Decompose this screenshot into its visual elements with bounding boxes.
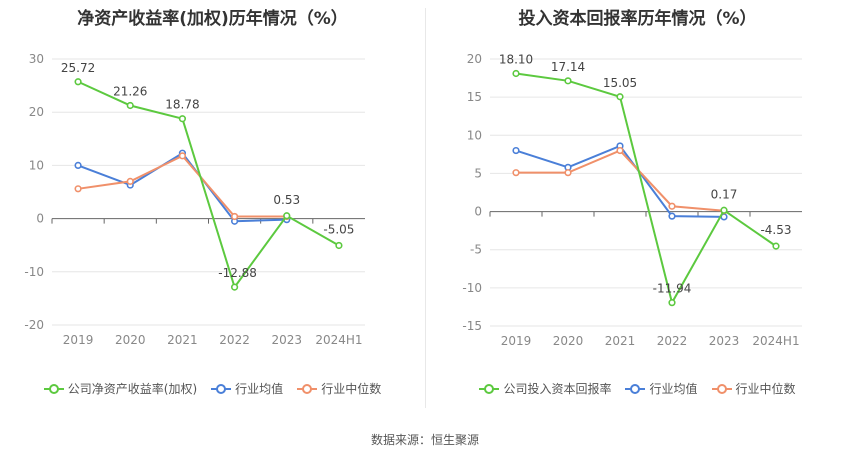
data-label: -5.05 — [323, 222, 354, 236]
x-tick-label: 2019 — [63, 333, 94, 347]
data-label: 15.05 — [603, 76, 637, 90]
roic-chart-panel: 投入资本回报率历年情况（%） -15 -10 -5 0 5 10 15 20 2019 2020 2… — [425, 0, 850, 420]
x-tick-label: 2020 — [553, 334, 584, 348]
data-point — [564, 169, 572, 177]
data-point — [616, 146, 624, 155]
data-point — [512, 146, 520, 155]
series-line — [515, 72, 777, 306]
legend-swatch-icon — [625, 383, 646, 395]
data-source-label: 数据来源：恒生聚源 — [370, 433, 479, 447]
y-tick-label: 20 — [467, 52, 482, 66]
series-1 — [512, 142, 728, 221]
legend-label: 公司投入资本回报率 — [503, 382, 612, 396]
data-label: -4.53 — [760, 223, 791, 237]
x-tick-label: 2022 — [219, 333, 250, 347]
y-tick-label: -10 — [24, 265, 44, 279]
x-tick-label: 2023 — [709, 334, 740, 348]
data-point — [126, 177, 134, 185]
y-tick-label: -10 — [462, 281, 482, 295]
series-line — [77, 80, 340, 290]
x-tick-label: 2024H1 — [315, 333, 362, 347]
y-tick-label: -5 — [470, 243, 482, 257]
series-2 — [512, 146, 728, 215]
data-point — [335, 241, 343, 250]
series-line — [77, 151, 287, 223]
data-label: 17.14 — [551, 60, 585, 74]
series-0: 25.72 21.26 18.78 -12.88 0.53 -5.05 — [61, 61, 354, 291]
legend-swatch-icon — [711, 383, 732, 395]
x-tick-label: 2020 — [115, 333, 146, 347]
data-label: 0.53 — [273, 193, 300, 207]
roe-chart-title: 净资产收益率(加权)历年情况（%） — [77, 9, 348, 29]
data-point — [230, 283, 239, 291]
data-point — [564, 77, 572, 85]
legend-swatch-icon — [297, 383, 318, 395]
data-label: -12.88 — [218, 266, 257, 280]
data-label: 21.26 — [113, 84, 147, 98]
legend-label: 行业中位数 — [321, 382, 382, 396]
x-tick-label: 2022 — [657, 334, 688, 348]
data-point — [720, 206, 728, 214]
series-2 — [74, 152, 291, 221]
x-tick-label: 2024H1 — [752, 334, 799, 348]
legend-item[interactable]: 公司投入资本回报率 — [479, 380, 611, 397]
legend-item[interactable]: 公司净资产收益率(加权) — [43, 380, 198, 397]
data-point — [230, 212, 239, 221]
data-point — [668, 212, 676, 220]
data-label: 25.72 — [61, 61, 95, 75]
y-tick-label: 15 — [467, 90, 482, 104]
y-tick-label: 0 — [36, 212, 44, 226]
data-point — [178, 152, 187, 160]
legend-item[interactable]: 行业均值 — [211, 380, 283, 397]
data-point — [74, 185, 82, 193]
data-point — [772, 242, 780, 250]
legend-label: 行业均值 — [235, 382, 284, 396]
legend-item[interactable]: 行业均值 — [625, 380, 698, 397]
series-0: 18.10 17.14 15.05 -11.94 0.17 -4.53 — [499, 52, 792, 307]
roic-chart-title: 投入资本回报率历年情况（%） — [518, 9, 757, 29]
series-1 — [74, 149, 291, 225]
roic-chart-legend: 公司投入资本回报率 行业均值 行业中位数 — [425, 380, 850, 397]
x-tick-label: 2023 — [271, 333, 302, 347]
data-label: -11.94 — [653, 282, 692, 296]
legend-swatch-icon — [43, 383, 64, 395]
series-line — [515, 144, 725, 218]
y-tick-label: 10 — [467, 128, 482, 142]
data-label: 0.17 — [711, 187, 738, 201]
data-point — [668, 299, 676, 307]
y-tick-label: 10 — [29, 158, 44, 172]
panel-divider — [425, 8, 426, 408]
y-tick-label: 30 — [29, 52, 44, 66]
legend-swatch-icon — [479, 383, 500, 395]
data-point — [178, 115, 187, 123]
data-point — [668, 202, 676, 210]
data-point — [283, 212, 291, 220]
y-tick-label: 5 — [474, 166, 482, 180]
legend-label: 公司净资产收益率(加权) — [67, 382, 198, 396]
y-tick-label: 0 — [474, 205, 482, 219]
roe-chart-panel: 净资产收益率(加权)历年情况（%） -20 -10 0 10 20 30 2019 2020 2… — [0, 0, 425, 420]
data-point — [74, 78, 82, 86]
data-point — [512, 69, 520, 78]
roic-chart: -15 -10 -5 0 5 10 15 20 2019 2020 2021 2022 2023 2024… — [462, 52, 802, 348]
legend-label: 行业中位数 — [735, 382, 796, 396]
data-label: 18.78 — [165, 98, 199, 112]
data-point — [616, 93, 624, 101]
y-tick-label: -20 — [24, 318, 44, 332]
roe-chart: -20 -10 0 10 20 30 2019 2020 2021 2022 2023 2024H1 2… — [24, 52, 365, 347]
x-tick-label: 2019 — [501, 334, 532, 348]
data-point — [74, 161, 82, 169]
x-tick-label: 2021 — [167, 333, 198, 347]
roe-chart-legend: 公司净资产收益率(加权) 行业均值 行业中位数 — [0, 380, 425, 397]
y-tick-label: 20 — [29, 105, 44, 119]
data-point — [126, 101, 134, 110]
y-tick-label: -15 — [462, 319, 482, 333]
legend-item[interactable]: 行业中位数 — [711, 380, 796, 397]
legend-item[interactable]: 行业中位数 — [297, 380, 381, 397]
x-tick-label: 2021 — [605, 334, 636, 348]
data-point — [512, 169, 520, 177]
data-label: 18.10 — [499, 52, 533, 66]
legend-label: 行业均值 — [649, 382, 698, 396]
legend-swatch-icon — [211, 383, 232, 395]
